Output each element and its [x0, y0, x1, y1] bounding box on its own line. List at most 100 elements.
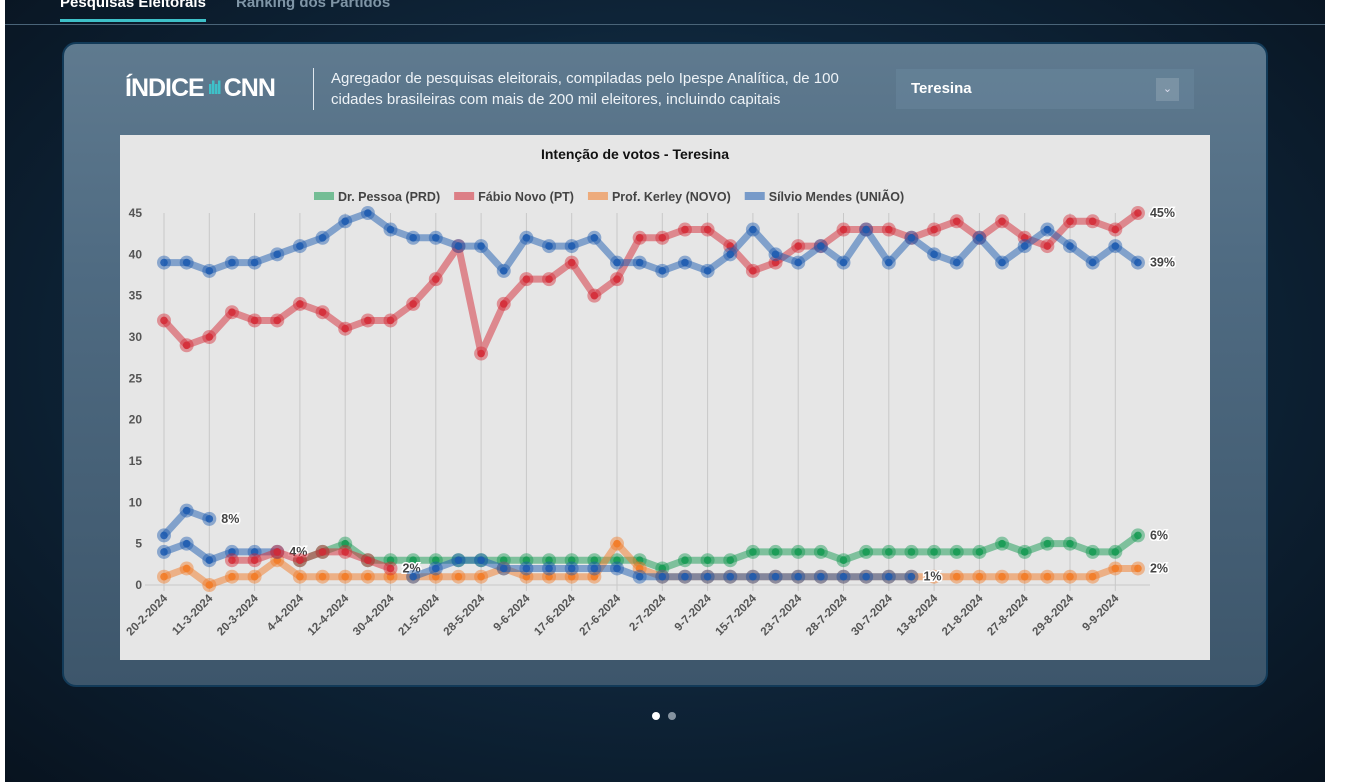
tab-pesquisas-eleitorais[interactable]: Pesquisas Eleitorais: [60, 0, 206, 22]
data-point: [658, 572, 667, 581]
data-point: [454, 242, 463, 250]
data-point: [952, 217, 961, 226]
x-tick-label: 2-7-2024: [627, 592, 668, 633]
data-point: [1020, 234, 1029, 242]
data-point: [499, 556, 508, 564]
data-point: [386, 316, 395, 325]
series-line-0: [298, 532, 1141, 572]
data-point: [273, 556, 282, 564]
data-point: [364, 209, 372, 217]
data-point: [364, 316, 372, 325]
data-point: [386, 225, 395, 234]
data-point: [477, 556, 485, 564]
data-point: [998, 572, 1006, 581]
data-point: [613, 556, 621, 564]
line-chart: Intenção de votos - Teresina 20-2-2024 11…: [125, 146, 1177, 638]
data-point: [771, 572, 780, 581]
x-tick-label: 11-3-2024: [170, 592, 216, 638]
data-point: [1088, 258, 1097, 267]
data-point: [545, 275, 553, 283]
y-tick-label: 45: [129, 206, 143, 220]
data-point: [749, 572, 757, 581]
data-point: [409, 572, 417, 581]
data-point: [454, 556, 463, 564]
x-tick-label: 27-6-2024: [578, 592, 624, 638]
chevron-down-icon[interactable]: ⌄: [1156, 78, 1179, 101]
chart-container: Intenção de votos - Teresina 20-2-2024 11…: [120, 135, 1210, 660]
data-point: [522, 564, 531, 573]
data-point: [228, 308, 236, 316]
data-point: [228, 556, 236, 564]
data-point: [409, 556, 417, 564]
data-point: [613, 539, 621, 548]
data-point: [1066, 539, 1074, 548]
data-point: [613, 258, 621, 267]
data-point: [341, 539, 349, 548]
series-line-3: [164, 209, 1141, 275]
data-point: [250, 316, 259, 325]
data-point: [1111, 242, 1120, 250]
data-point: [432, 556, 440, 564]
data-point: [998, 217, 1006, 226]
data-point: [205, 581, 214, 589]
city-select[interactable]: Teresina ⌄: [896, 69, 1194, 109]
carousel-dots: [652, 712, 676, 720]
x-tick-label: 28-7-2024: [804, 592, 850, 638]
data-point: [1020, 572, 1029, 581]
data-point: [681, 225, 689, 234]
data-point: [613, 564, 621, 573]
data-point: [749, 548, 757, 556]
data-point: [771, 250, 780, 259]
data-point: [817, 572, 825, 581]
data-point: [567, 556, 576, 564]
data-point: [296, 242, 304, 250]
y-tick-label: 40: [129, 247, 143, 261]
data-point: [1066, 242, 1074, 250]
data-point: [839, 556, 848, 564]
chart-title: Intenção de votos - Teresina: [541, 146, 729, 162]
x-tick-label: 4-4-2024: [265, 592, 306, 633]
data-point: [952, 572, 961, 581]
legend-label-1: Fábio Novo (PT): [478, 190, 574, 204]
data-point: [771, 548, 780, 556]
tab-ranking-dos-partidos[interactable]: Ranking dos Partidos: [236, 0, 391, 11]
data-point: [590, 572, 599, 581]
data-point: [975, 234, 984, 242]
x-tick-label: 21-8-2024: [940, 592, 986, 638]
data-point: [1043, 539, 1052, 548]
data-point: [477, 242, 485, 250]
header-divider: [313, 68, 314, 110]
data-point: [998, 539, 1006, 548]
data-point: [364, 556, 372, 564]
x-tick-label: 23-7-2024: [759, 592, 805, 638]
data-point: [590, 556, 599, 564]
data-point: [364, 572, 372, 581]
data-point: [590, 564, 599, 573]
data-point: [499, 564, 508, 573]
data-point: [952, 258, 961, 267]
data-point: [590, 291, 599, 300]
data-point: [975, 572, 984, 581]
data-point: [1134, 564, 1142, 573]
data-point: [885, 572, 893, 581]
data-point: [545, 242, 553, 250]
data-point: [567, 564, 576, 573]
data-point: [499, 267, 508, 275]
data-point: [681, 258, 689, 267]
data-point: [228, 548, 236, 556]
data-point: [658, 564, 667, 573]
logo-indice: ÍNDICE: [125, 74, 205, 102]
data-point: [885, 225, 893, 234]
data-point: [296, 572, 304, 581]
data-point: [386, 556, 395, 564]
data-point: [567, 242, 576, 250]
end-label: 45%: [1150, 206, 1175, 220]
x-tick-label: 17-6-2024: [532, 592, 578, 638]
y-tick-label: 0: [135, 578, 142, 592]
data-point: [522, 556, 531, 564]
carousel-dot-2[interactable]: [668, 712, 676, 720]
data-point: [273, 316, 282, 325]
data-point: [499, 300, 508, 308]
data-point: [1134, 258, 1142, 267]
carousel-dot-1[interactable]: [652, 712, 660, 720]
